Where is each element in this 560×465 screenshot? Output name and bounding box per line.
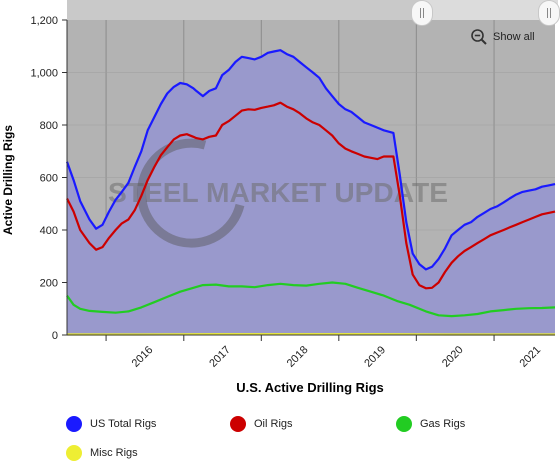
y-tick-label: 400 <box>40 225 58 237</box>
range-handle-right[interactable] <box>538 0 560 26</box>
legend-item-oil-rigs[interactable]: Oil Rigs <box>230 416 293 432</box>
legend-swatch <box>66 416 82 432</box>
x-tick-label: 2021 <box>517 344 543 370</box>
y-tick-label: 1,200 <box>30 15 58 27</box>
legend-label: Oil Rigs <box>254 418 293 430</box>
x-axis-title: U.S. Active Drilling Rigs <box>236 380 384 395</box>
legend-swatch <box>396 416 412 432</box>
show-all-label: Show all <box>493 31 535 43</box>
range-handle-left[interactable] <box>411 0 433 26</box>
y-tick-label: 200 <box>40 278 58 290</box>
y-axis-title: Active Drilling Rigs <box>1 125 15 235</box>
y-tick-label: 1,000 <box>30 68 58 80</box>
x-tick-label: 2020 <box>440 344 466 370</box>
y-tick-label: 600 <box>40 173 58 185</box>
zoom-out-icon <box>470 28 488 46</box>
x-tick-label: 2018 <box>285 344 311 370</box>
legend: US Total Rigs Oil Rigs Gas Rigs Misc Rigs <box>0 410 560 460</box>
legend-label: US Total Rigs <box>90 418 156 430</box>
legend-item-us-total-rigs[interactable]: US Total Rigs <box>66 416 156 432</box>
range-scrollbar-selection[interactable] <box>67 0 422 20</box>
legend-item-misc-rigs[interactable]: Misc Rigs <box>66 445 138 461</box>
x-tick-label: 2017 <box>207 344 233 370</box>
legend-label: Misc Rigs <box>90 447 138 459</box>
x-tick-label: 2016 <box>130 344 156 370</box>
legend-label: Gas Rigs <box>420 418 465 430</box>
legend-item-gas-rigs[interactable]: Gas Rigs <box>396 416 465 432</box>
legend-swatch <box>66 445 82 461</box>
legend-swatch <box>230 416 246 432</box>
show-all-button[interactable]: Show all <box>470 28 535 46</box>
y-tick-label: 0 <box>52 330 58 342</box>
y-tick-label: 800 <box>40 120 58 132</box>
x-tick-label: 2019 <box>362 344 388 370</box>
